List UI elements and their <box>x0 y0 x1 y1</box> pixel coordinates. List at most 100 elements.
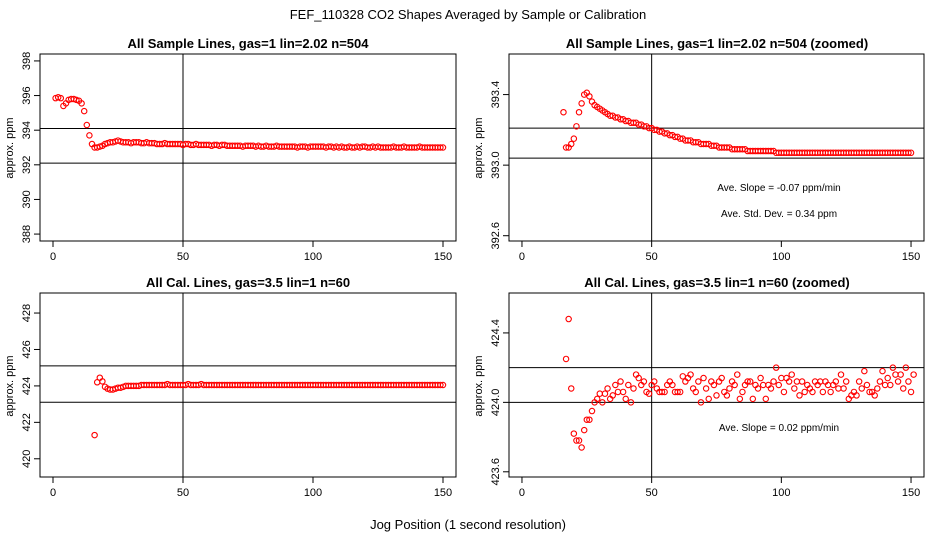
y-tick-label: 420 <box>21 450 33 468</box>
data-point <box>679 373 687 380</box>
x-tick-label: 100 <box>772 251 790 263</box>
data-point <box>86 132 93 139</box>
y-tick-label: 392 <box>21 156 33 174</box>
data-point <box>793 378 801 385</box>
data-point <box>863 381 871 389</box>
data-point <box>588 407 596 415</box>
data-point <box>733 371 741 378</box>
data-point <box>840 385 847 392</box>
data-point <box>757 374 764 382</box>
data-point <box>796 392 803 399</box>
data-point <box>83 121 91 129</box>
data-point <box>894 378 902 385</box>
data-point <box>837 371 845 378</box>
data-point <box>897 371 904 378</box>
data-point <box>866 388 873 396</box>
panel-sample-lines: All Sample Lines, gas=1 lin=2.02 n=504 a… <box>4 36 457 263</box>
data-point <box>702 385 710 392</box>
x-tick-label: 100 <box>772 487 790 499</box>
x-tick-label: 0 <box>50 251 56 263</box>
data-point <box>902 364 910 371</box>
data-point <box>874 385 881 392</box>
slope-annotation: Ave. Slope = 0.02 ppm/min <box>719 423 839 434</box>
data-point <box>697 399 705 406</box>
data-point <box>892 371 899 378</box>
data-point <box>855 378 863 385</box>
data-point <box>560 108 567 116</box>
data-point <box>907 388 915 396</box>
x-tick-label: 50 <box>177 251 189 263</box>
data-point <box>596 390 604 397</box>
y-tick-label: 426 <box>21 340 33 358</box>
data-point <box>726 385 733 392</box>
x-tick-label: 150 <box>434 251 452 263</box>
data-point <box>57 94 65 102</box>
data-point <box>876 378 884 385</box>
data-point <box>570 430 578 437</box>
y-tick-label: 424.4 <box>490 319 502 347</box>
data-point <box>879 367 886 375</box>
data-point <box>99 378 106 385</box>
y-tick-label: 394 <box>21 121 33 139</box>
data-point <box>583 416 591 423</box>
data-point <box>772 364 780 371</box>
data-point <box>578 100 585 107</box>
data-point <box>723 392 731 399</box>
data-point <box>739 388 746 396</box>
data-point <box>622 395 629 403</box>
plot-frame <box>39 292 457 478</box>
data-point <box>791 385 798 392</box>
x-tick-label: 100 <box>304 487 322 499</box>
data-point <box>562 355 570 363</box>
y-tick-label: 422 <box>21 413 33 431</box>
panel-title: All Sample Lines, gas=1 lin=2.02 n=504 <box>128 36 370 51</box>
data-point <box>78 100 85 107</box>
data-point <box>731 381 738 389</box>
y-tick-label: 398 <box>21 52 33 70</box>
data-point <box>778 374 785 382</box>
data-point <box>567 385 575 392</box>
x-tick-label: 150 <box>902 251 920 263</box>
data-point <box>609 392 616 399</box>
y-tick-label: 393.4 <box>490 81 502 109</box>
data-point <box>586 93 593 100</box>
data-point <box>780 388 788 396</box>
data-point <box>565 315 572 323</box>
data-point <box>674 388 681 396</box>
data-point <box>871 392 878 399</box>
data-point <box>853 392 860 399</box>
data-point <box>80 107 88 115</box>
data-point <box>439 144 447 151</box>
data-point <box>718 374 725 382</box>
panel-cal-lines-zoomed: All Cal. Lines, gas=3.5 lin=1 n=60 (zoom… <box>473 275 925 499</box>
plot-frame <box>39 53 457 242</box>
data-point <box>599 399 606 406</box>
data-point <box>785 378 793 385</box>
figure-title: FEF_110328 CO2 Shapes Averaged by Sample… <box>290 7 647 22</box>
x-tick-label: 0 <box>519 487 525 499</box>
y-axis-label: approx. ppm <box>4 355 16 416</box>
data-point <box>736 395 744 403</box>
data-point <box>676 388 684 396</box>
panel-cal-lines: All Cal. Lines, gas=3.5 lin=1 n=60 appro… <box>4 275 457 499</box>
data-point <box>842 378 850 385</box>
data-point <box>884 374 891 382</box>
data-point <box>695 378 702 385</box>
data-point <box>889 364 897 371</box>
data-point <box>692 388 699 396</box>
y-tick-label: 396 <box>21 86 33 104</box>
data-point <box>580 426 588 434</box>
plot-frame <box>508 53 925 242</box>
data-point <box>754 385 762 392</box>
y-tick-label: 424.0 <box>490 389 502 417</box>
data-point <box>658 388 666 396</box>
x-tick-label: 0 <box>50 487 56 499</box>
data-point <box>573 123 580 130</box>
x-tick-label: 100 <box>304 251 322 263</box>
figure-x-label: Jog Position (1 second resolution) <box>370 517 566 532</box>
data-point <box>713 392 720 399</box>
y-tick-label: 390 <box>21 190 33 208</box>
data-point <box>91 431 98 439</box>
data-point <box>687 371 694 378</box>
